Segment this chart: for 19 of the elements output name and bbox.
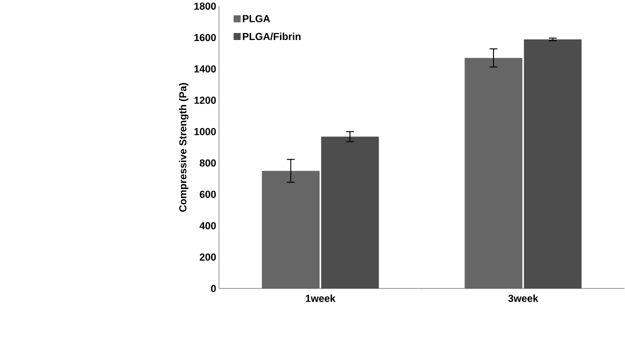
y-tick-label: 200 [200,253,216,261]
y-tick-label: 800 [200,159,216,166]
y-tick-label: 0 [211,284,216,292]
y-tick-label: 1600 [194,34,216,41]
y-tick-label: 1400 [194,65,216,72]
bar [524,39,582,288]
bar [321,136,379,288]
legend-label: PLGA [242,14,270,22]
bar [262,170,320,288]
y-tick-label: 1200 [194,96,216,104]
x-tick-label: 1week [306,294,336,302]
y-axis-title: Compressive Strength (Pa) [178,82,188,212]
bar [464,58,522,288]
y-tick-label: 1000 [194,128,216,136]
legend-label: PLGA/Fibrin [242,32,301,40]
y-tick-label: 1800 [194,2,216,10]
y-tick-label: 400 [200,222,216,230]
y-tick-label: 600 [200,190,216,198]
x-tick-label: 3week [508,294,538,302]
